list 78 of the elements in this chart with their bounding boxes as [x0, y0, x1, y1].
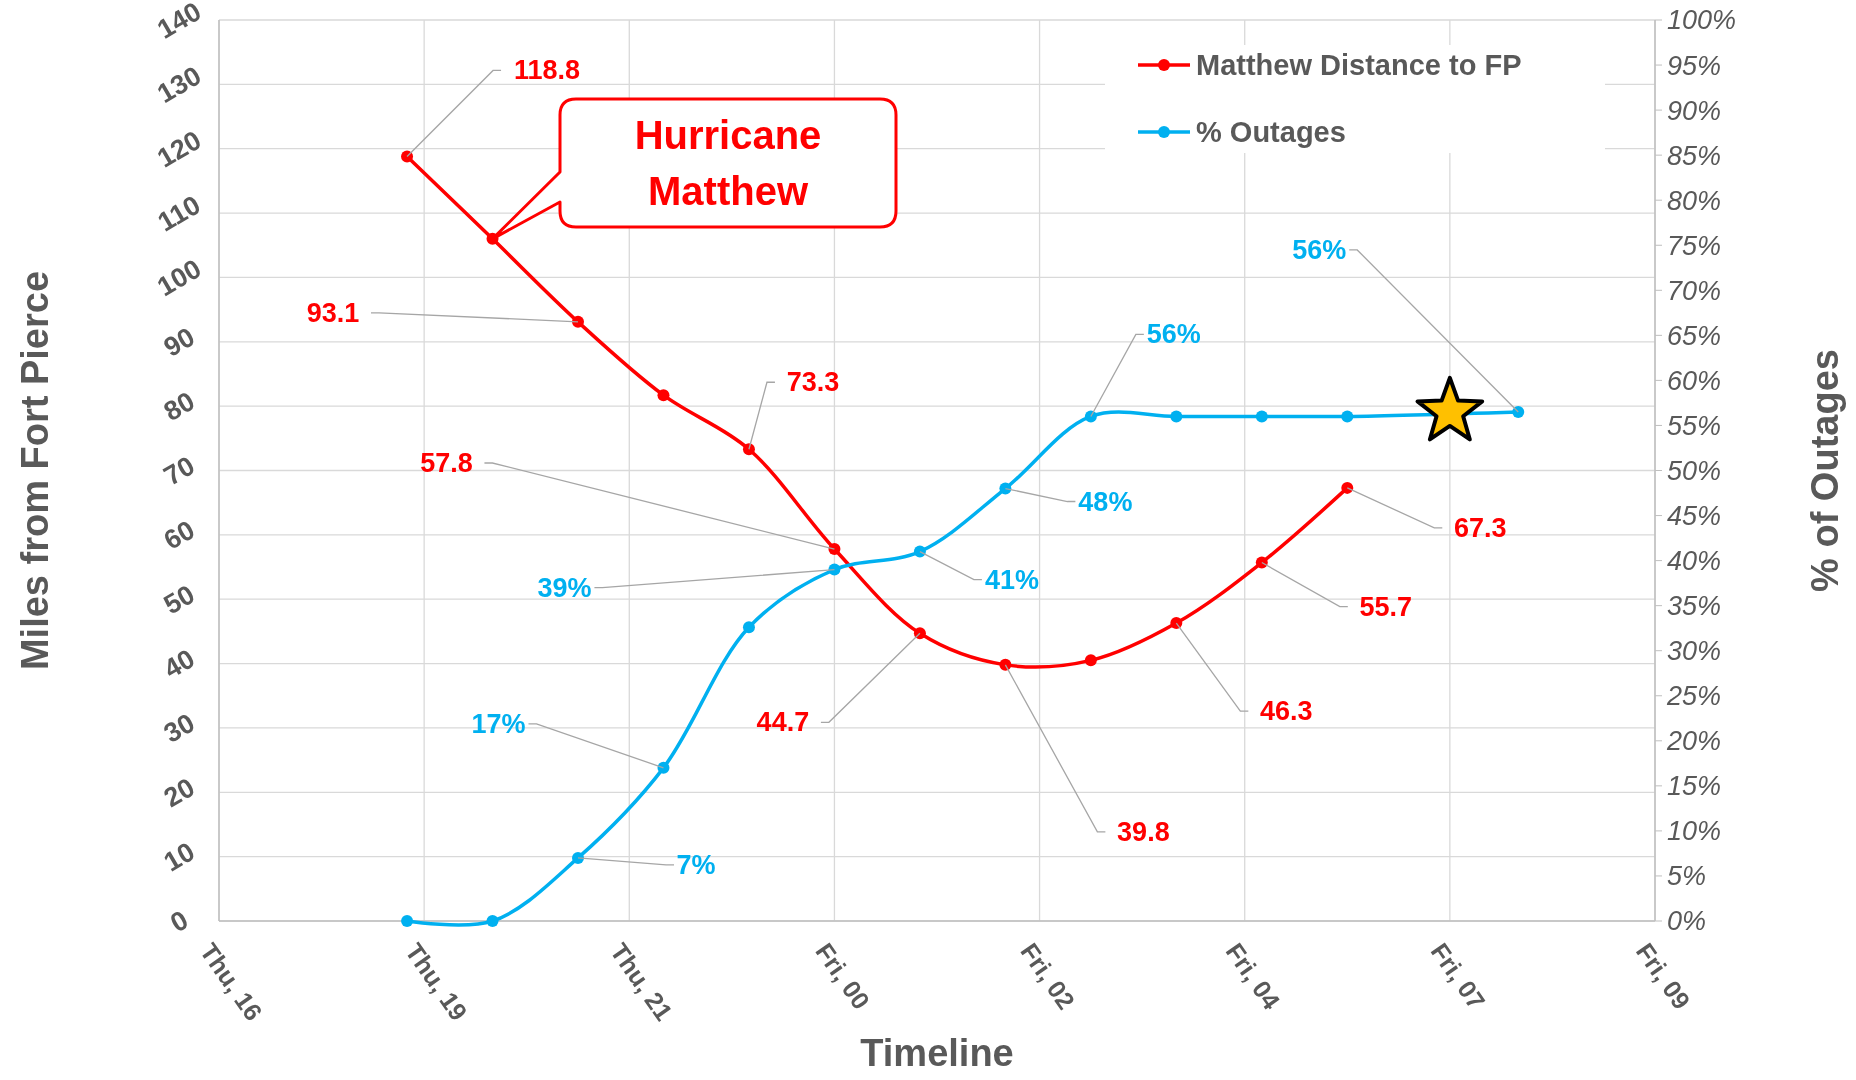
x-tick-label: Fri, 07: [1425, 937, 1491, 1015]
data-label: 17%: [471, 708, 526, 739]
y-tick-label: 140: [152, 0, 207, 45]
y2-tick-label: 50%: [1667, 455, 1722, 486]
annotation: Hurricane Matthew: [634, 113, 822, 213]
point: [1341, 481, 1354, 494]
data-label: 7%: [676, 849, 716, 880]
x-tick-label: Fri, 09: [1630, 937, 1697, 1015]
y-tick-label: 90: [158, 321, 200, 363]
y2-tick-label: 10%: [1667, 816, 1722, 847]
point: [401, 915, 414, 927]
y2-tick-label: 65%: [1667, 320, 1722, 351]
y2-tick-label: 90%: [1667, 95, 1722, 126]
y2-tick-label: 85%: [1667, 140, 1722, 171]
point: [742, 443, 755, 456]
y2-axis-title: % of Outages: [1804, 349, 1846, 592]
point: [572, 315, 584, 328]
y2-tick-label: 30%: [1667, 636, 1722, 667]
x-tick-label: Fri, 00: [810, 937, 876, 1015]
point: [486, 915, 499, 927]
point: [1170, 410, 1183, 423]
y2-tick-label: 70%: [1667, 275, 1722, 306]
y-tick-label: 40: [158, 643, 200, 685]
x-tick-label: Fri, 04: [1220, 937, 1286, 1015]
y2-tick-label: 100%: [1667, 5, 1737, 36]
y2-tick-label: 0%: [1667, 906, 1707, 937]
data-label: 118.8: [514, 55, 581, 86]
y-axis-title: Miles from Fort Pierce: [14, 270, 56, 671]
data-label: 55.7: [1359, 591, 1413, 622]
y2-tick-label: 20%: [1666, 726, 1722, 757]
data-label: 56%: [1146, 319, 1201, 350]
x-tick-label: Fri, 02: [1015, 937, 1081, 1015]
y-tick-label: 60: [158, 514, 200, 556]
point: [913, 627, 926, 640]
data-label: 41%: [984, 564, 1039, 595]
y2-tick-label: 5%: [1667, 861, 1707, 892]
data-label: 93.1: [306, 297, 360, 328]
y-tick-label: 50: [158, 579, 200, 621]
y2-tick-label: 60%: [1667, 365, 1722, 396]
data-label: 46.3: [1260, 696, 1313, 727]
y-tick-label: 0: [165, 904, 194, 939]
legend-label: % Outages: [1196, 116, 1346, 149]
y-tick-label: 70: [158, 450, 200, 492]
point: [1255, 410, 1268, 423]
point: [572, 851, 584, 864]
point: [1084, 654, 1097, 667]
y2-tick-label: 15%: [1667, 771, 1722, 802]
legend-label: Matthew Distance to FP: [1196, 49, 1522, 82]
y-tick-label: 100: [152, 253, 207, 303]
point: [657, 389, 670, 402]
y2-tick-label: 35%: [1667, 591, 1722, 622]
point: [999, 658, 1012, 671]
data-label: 44.7: [756, 707, 810, 738]
y-tick-label: 130: [152, 60, 207, 109]
y-tick-label: 80: [158, 386, 200, 428]
data-label: 67.3: [1454, 512, 1507, 543]
data-label: 57.8: [420, 448, 473, 479]
y-tick-label: 120: [152, 124, 207, 174]
y2-tick-label: 80%: [1667, 185, 1722, 216]
data-label: 73.3: [786, 367, 840, 398]
y2-tick-label: 55%: [1667, 410, 1722, 441]
data-label: 39.8: [1117, 816, 1170, 847]
y-tick-label: 30: [158, 707, 200, 749]
y-tick-label: 10: [158, 836, 200, 878]
y2-tick-label: 75%: [1667, 230, 1722, 261]
y-tick-label: 110: [152, 189, 206, 238]
y2-tick-label: 25%: [1666, 681, 1722, 712]
y2-tick-label: 45%: [1667, 501, 1722, 531]
data-label: 48%: [1078, 486, 1133, 517]
point: [742, 621, 755, 634]
x-axis-title: Timeline: [860, 1032, 1014, 1074]
y2-tick-label: 95%: [1667, 50, 1722, 81]
data-label: 39%: [537, 572, 592, 603]
point: [1170, 617, 1183, 630]
data-label: 56%: [1292, 234, 1347, 265]
y2-tick-label: 40%: [1667, 546, 1722, 577]
point: [1341, 410, 1354, 423]
y-tick-label: 20: [158, 772, 200, 814]
